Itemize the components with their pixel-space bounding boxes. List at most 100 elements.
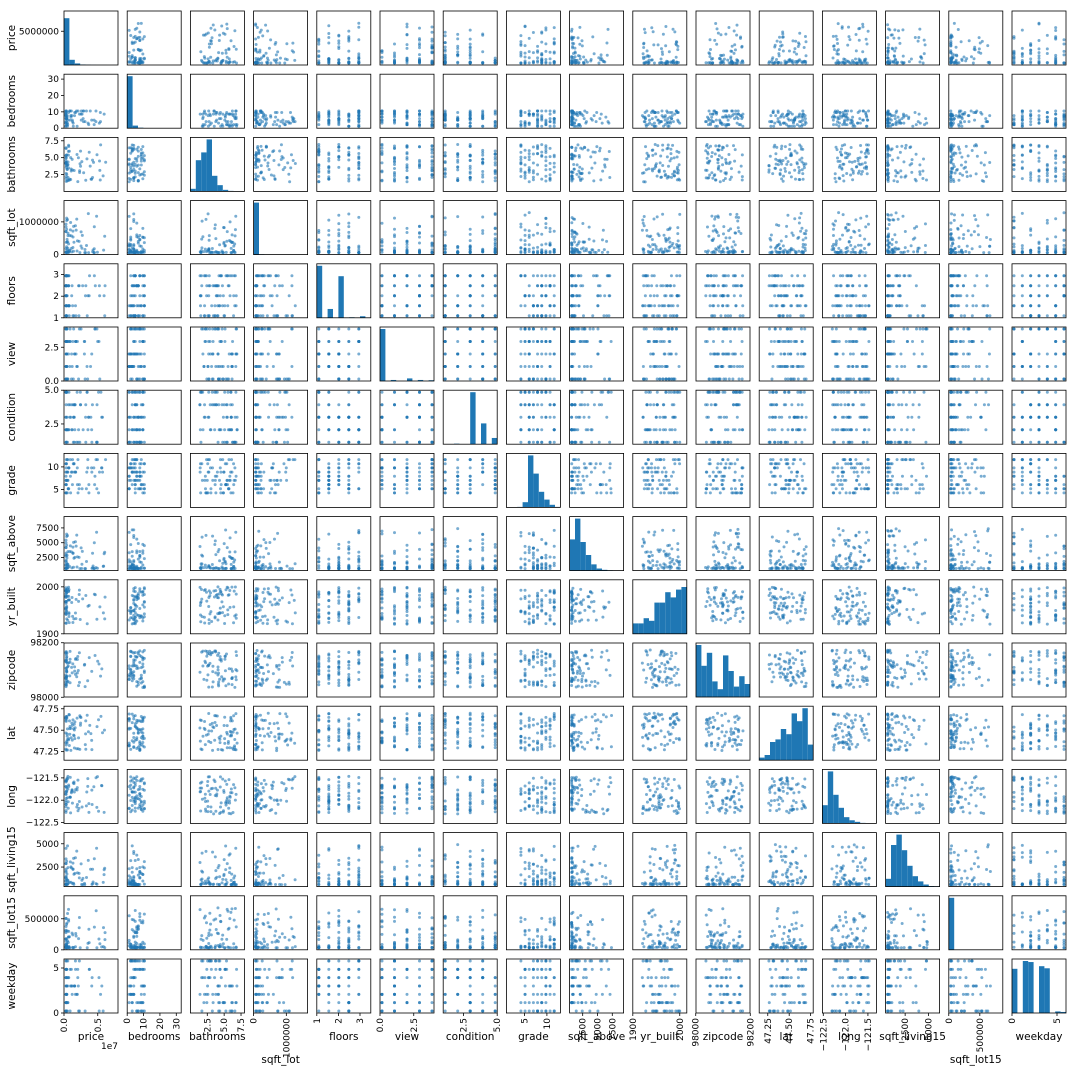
scatter-point bbox=[481, 109, 485, 113]
scatter-point bbox=[214, 237, 218, 241]
scatter-point bbox=[836, 156, 840, 160]
scatter-point bbox=[493, 59, 497, 63]
scatter-point bbox=[468, 109, 472, 113]
scatter-point bbox=[730, 44, 734, 48]
scatter-point bbox=[207, 238, 211, 242]
scatter-point bbox=[592, 179, 596, 183]
scatter-point bbox=[405, 145, 409, 149]
scatter-point bbox=[573, 230, 577, 234]
scatter-point bbox=[337, 34, 341, 38]
scatter-point bbox=[918, 27, 922, 31]
scatter-point bbox=[889, 213, 893, 217]
scatter-point bbox=[1062, 228, 1066, 232]
scatter-point bbox=[949, 235, 953, 239]
scatter-point bbox=[548, 173, 552, 177]
scatter-point bbox=[234, 61, 238, 65]
scatter-point bbox=[651, 153, 655, 157]
scatter-point bbox=[133, 169, 137, 173]
scatter-point bbox=[645, 157, 649, 161]
scatter-point bbox=[133, 40, 137, 44]
scatter-point bbox=[857, 38, 861, 42]
subplot-bathrooms-vs-sqft_above bbox=[569, 136, 624, 192]
scatter-point bbox=[468, 112, 472, 116]
scatter-point bbox=[337, 114, 341, 118]
scatter-point bbox=[430, 314, 434, 318]
scatter-point bbox=[962, 55, 966, 59]
scatter-point bbox=[607, 150, 611, 153]
scatter-point bbox=[790, 118, 794, 122]
scatter-point bbox=[1045, 164, 1049, 168]
scatter-point bbox=[652, 167, 656, 171]
scatter-point bbox=[735, 212, 739, 216]
scatter-point bbox=[548, 124, 552, 128]
scatter-point bbox=[129, 294, 133, 298]
scatter-point bbox=[220, 24, 224, 28]
scatter-point bbox=[544, 251, 548, 255]
scatter-point bbox=[540, 124, 544, 128]
scatter-point bbox=[895, 120, 899, 124]
scatter-point bbox=[209, 26, 213, 30]
scatter-point bbox=[540, 40, 544, 44]
scatter-point bbox=[64, 114, 68, 118]
scatter-point bbox=[430, 284, 434, 288]
scatter-point bbox=[804, 40, 808, 44]
scatter-point bbox=[961, 173, 965, 177]
scatter-point bbox=[221, 31, 225, 35]
scatter-point bbox=[587, 171, 591, 175]
scatter-point bbox=[540, 248, 544, 252]
scatter-point bbox=[91, 175, 95, 179]
scatter-point bbox=[256, 145, 260, 149]
scatter-point bbox=[710, 171, 714, 175]
scatter-point bbox=[405, 25, 409, 29]
scatter-point bbox=[327, 240, 331, 244]
scatter-point bbox=[841, 111, 845, 115]
scatter-point bbox=[274, 53, 278, 57]
scatter-point bbox=[571, 284, 575, 288]
subplot-frame bbox=[253, 263, 309, 319]
scatter-point bbox=[797, 165, 801, 169]
scatter-point bbox=[493, 179, 497, 183]
scatter-point bbox=[540, 31, 544, 35]
subplot-floors-vs-price bbox=[63, 263, 119, 319]
scatter-point bbox=[357, 52, 361, 56]
scatter-point bbox=[548, 243, 552, 247]
scatter-point bbox=[456, 314, 460, 318]
scatter-point bbox=[207, 274, 211, 278]
scatter-point bbox=[798, 178, 802, 182]
scatter-point bbox=[1020, 153, 1024, 157]
scatter-point bbox=[1029, 44, 1033, 48]
scatter-point bbox=[924, 117, 928, 121]
scatter-point bbox=[209, 121, 213, 125]
scatter-point bbox=[133, 175, 137, 179]
scatter-point bbox=[1054, 157, 1058, 161]
scatter-point bbox=[578, 25, 582, 29]
scatter-point bbox=[287, 294, 291, 298]
scatter-point bbox=[73, 224, 77, 228]
scatter-point bbox=[468, 232, 472, 236]
scatter-point bbox=[570, 249, 574, 253]
scatter-point bbox=[418, 43, 421, 47]
scatter-point bbox=[891, 158, 895, 162]
scatter-point bbox=[275, 123, 279, 127]
scatter-point bbox=[960, 248, 964, 252]
scatter-point bbox=[224, 250, 228, 254]
subplot-floors-vs-condition bbox=[442, 263, 498, 319]
scatter-point bbox=[581, 246, 585, 250]
scatter-point bbox=[705, 150, 709, 154]
scatter-point bbox=[666, 174, 670, 178]
scatter-point bbox=[481, 250, 485, 254]
scatter-point bbox=[141, 37, 145, 41]
scatter-point bbox=[523, 59, 527, 63]
scatter-point bbox=[317, 167, 321, 171]
scatter-point bbox=[1020, 211, 1024, 215]
scatter-point bbox=[536, 274, 540, 278]
scatter-point bbox=[903, 146, 907, 150]
scatter-point bbox=[232, 274, 236, 278]
scatter-point bbox=[570, 55, 574, 59]
scatter-point bbox=[418, 274, 421, 278]
scatter-point bbox=[834, 61, 838, 65]
scatter-point bbox=[456, 47, 460, 51]
scatter-point bbox=[717, 234, 721, 238]
scatter-point bbox=[133, 251, 137, 255]
scatter-point bbox=[207, 234, 211, 238]
